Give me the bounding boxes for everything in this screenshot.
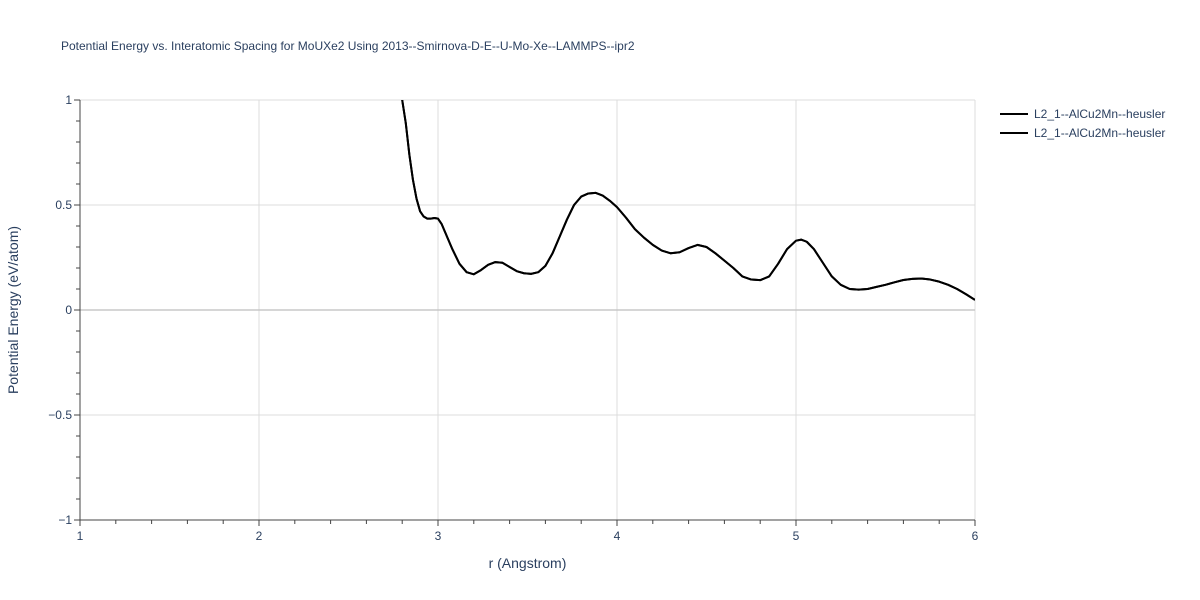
legend[interactable]: L2_1--AlCu2Mn--heusler L2_1--AlCu2Mn--heu… <box>1000 107 1165 140</box>
y-tick-label-1: −0.5 <box>48 408 72 422</box>
x-tick-label-0: 1 <box>77 529 84 543</box>
chart-title: Potential Energy vs. Interatomic Spacing… <box>61 39 635 53</box>
x-axis-title: r (Angstrom) <box>489 555 567 571</box>
y-tick-label-3: 0.5 <box>55 198 72 212</box>
series-line-2 <box>401 100 975 301</box>
legend-label: L2_1--AlCu2Mn--heusler <box>1034 107 1165 121</box>
x-tick-label-3: 4 <box>614 529 621 543</box>
x-tick-label-2: 3 <box>435 529 442 543</box>
y-axis-title: Potential Energy (eV/atom) <box>5 226 21 394</box>
x-tick-label-5: 6 <box>972 529 979 543</box>
grid-lines <box>80 99 976 520</box>
plot-area <box>401 100 975 301</box>
y-tick-label-0: −1 <box>58 513 72 527</box>
y-tick-label-2: 0 <box>65 303 72 317</box>
x-tick-label-1: 2 <box>256 529 263 543</box>
legend-label: L2_1--AlCu2Mn--heusler <box>1034 126 1165 140</box>
y-tick-label-4: 1 <box>65 93 72 107</box>
axes <box>74 99 976 526</box>
x-tick-label-4: 5 <box>793 529 800 543</box>
legend-item-1[interactable]: L2_1--AlCu2Mn--heusler <box>1000 107 1165 121</box>
series-line-1 <box>401 100 975 301</box>
tick-labels: 1 2 3 4 5 6 −1 −0.5 0 0.5 1 <box>48 93 978 543</box>
legend-item-2[interactable]: L2_1--AlCu2Mn--heusler <box>1000 126 1165 140</box>
